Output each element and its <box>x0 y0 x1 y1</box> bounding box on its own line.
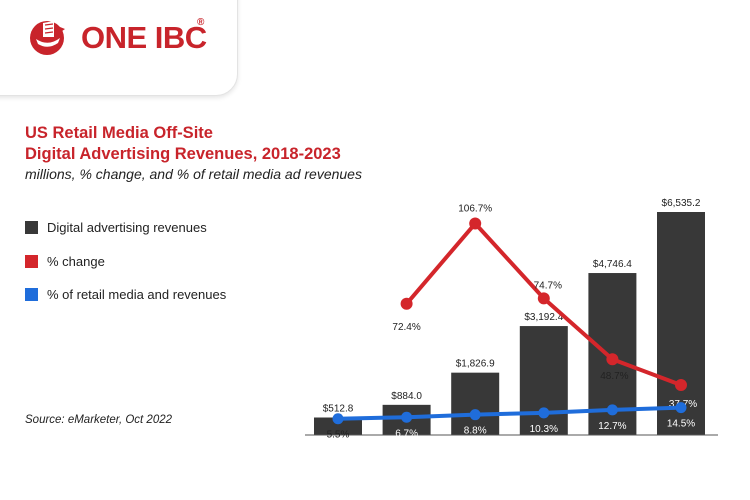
change-label: 74.7% <box>534 280 562 291</box>
share-point <box>606 404 618 416</box>
share-label: 8.8% <box>464 426 487 437</box>
revenue-bar <box>451 372 500 435</box>
revenue-bar <box>657 212 705 435</box>
change-point <box>675 378 687 391</box>
legend-label-change: % change <box>47 253 105 269</box>
change-point <box>400 297 413 310</box>
logo-text: ONE IBC <box>81 20 207 55</box>
source-note: Source: eMarketer, Oct 2022 <box>25 414 173 426</box>
change-point <box>606 353 619 366</box>
legend-swatch-revenues <box>25 221 38 234</box>
legend-item-share: % of retail media and revenues <box>25 286 226 303</box>
revenue-bar-label: $6,535.2 <box>662 198 701 209</box>
revenue-bar-label: $1,826.9 <box>456 359 495 370</box>
share-point <box>675 402 687 414</box>
legend-item-revenues: Digital advertising revenues <box>25 219 226 236</box>
chart-title-line-2: Digital Advertising Revenues, 2018-2023 <box>25 145 341 163</box>
revenue-bar-label: $512.8 <box>323 404 354 415</box>
change-label: 48.7% <box>600 371 628 382</box>
share-label: 10.3% <box>530 424 558 435</box>
legend-swatch-share <box>25 288 38 301</box>
revenue-bar <box>314 417 362 435</box>
legend-label-share: % of retail media and revenues <box>47 287 227 302</box>
share-label: 14.5% <box>667 419 695 430</box>
legend-label-revenues: Digital advertising revenues <box>47 220 207 235</box>
junk-ship-logo-icon <box>30 21 65 55</box>
share-label: 12.7% <box>598 421 626 432</box>
revenue-bar <box>519 326 568 435</box>
chart-subtitle: millions, % change, and % of retail medi… <box>25 166 362 182</box>
logo-card: ONE IBC ® <box>0 0 238 96</box>
revenue-bar-label: $884.0 <box>391 391 422 402</box>
revenue-bar-label: $3,192.4 <box>524 312 563 323</box>
legend-item-change: % change <box>25 253 226 270</box>
share-point <box>538 407 550 419</box>
change-point <box>537 292 550 305</box>
share-line <box>337 405 682 421</box>
change-point <box>469 217 482 230</box>
share-point <box>401 411 413 423</box>
chart-title: US Retail Media Off-Site Digital Adverti… <box>25 123 341 165</box>
share-point <box>332 413 344 425</box>
revenue-bar-label: $4,746.4 <box>593 259 632 270</box>
share-point <box>469 409 481 421</box>
legend: Digital advertising revenues % change % … <box>25 219 226 320</box>
change-label: 72.4% <box>392 322 420 333</box>
logo-registered-mark: ® <box>197 17 205 28</box>
chart-title-line-1: US Retail Media Off-Site <box>25 124 213 142</box>
change-label: 106.7% <box>458 204 492 215</box>
share-label: 5.5% <box>327 430 350 441</box>
legend-swatch-change <box>25 254 38 268</box>
share-label: 6.7% <box>395 428 418 439</box>
